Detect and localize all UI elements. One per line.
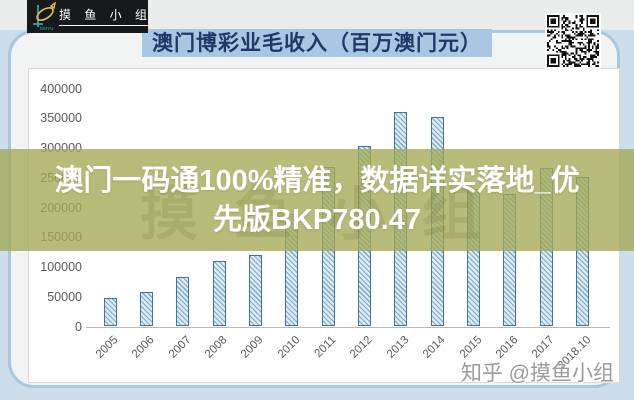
qr-code-icon	[545, 13, 601, 69]
y-axis-tick-label: 50000	[47, 289, 82, 304]
bar-2005	[103, 298, 117, 327]
promo-overlay-band: 摸鱼小组 澳门一码通100%精准，数据详实落地_优 先版BKP780.47	[0, 149, 634, 251]
logo-text: 摸 鱼 小 组	[59, 8, 153, 26]
y-axis-tick-label: 0	[75, 319, 82, 334]
bar-2008	[212, 261, 226, 327]
bar-2009	[248, 254, 262, 327]
bar-2006	[139, 292, 153, 327]
chart-title-row: 澳门博彩业毛收入（百万澳门元）	[0, 29, 634, 57]
promo-line-2: 先版BKP780.47	[213, 204, 421, 236]
promo-line-1: 澳门一码通100%精准，数据详实落地_优	[54, 165, 580, 197]
x-axis-line	[86, 327, 610, 328]
fish-axis-logo-icon: MOYU	[29, 0, 59, 32]
bar-2007	[176, 276, 190, 327]
logo-badge: MOYU 摸 鱼 小 组	[27, 0, 153, 33]
ghost-watermark: 摸鱼小组	[140, 182, 517, 247]
y-axis-tick-label: 100000	[40, 260, 82, 274]
page-title: 澳门博彩业毛收入（百万澳门元）	[142, 29, 492, 57]
zhihu-watermark: 知乎 @摸鱼小组	[460, 362, 614, 385]
y-axis-tick-label: 350000	[40, 111, 82, 126]
svg-text:MOYU: MOYU	[40, 26, 54, 31]
promo-overlay-text: 澳门一码通100%精准，数据详实落地_优 先版BKP780.47	[0, 162, 634, 240]
y-axis-tick-label: 400000	[40, 81, 82, 96]
